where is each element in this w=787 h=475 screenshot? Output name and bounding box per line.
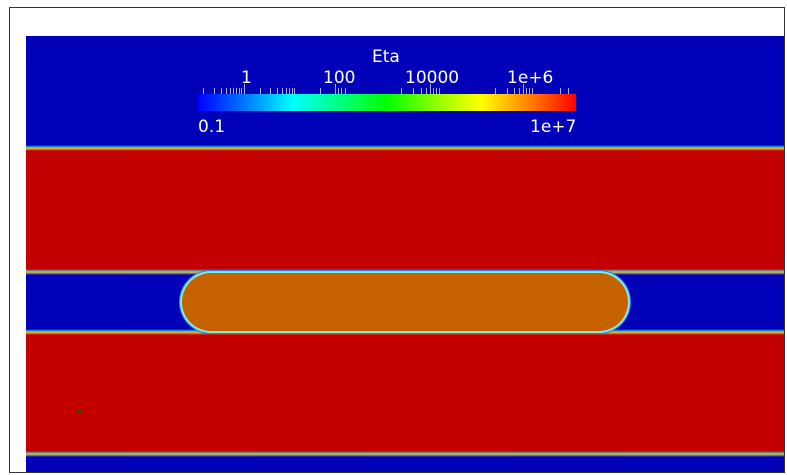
legend-tick-label: 100 [323,68,356,88]
major-tick [335,84,336,96]
minor-tick [560,88,561,95]
minor-tick [433,88,434,95]
minor-tick [214,88,215,95]
minor-tick [401,88,402,95]
layer-interface [26,451,784,457]
minor-tick [421,88,422,95]
minor-tick [289,88,290,95]
minor-tick [203,88,204,95]
minor-tick [495,88,496,95]
major-tick [244,84,245,96]
layer-interface [26,145,784,151]
minor-tick [345,88,346,95]
minor-tick [286,88,287,95]
minor-tick [236,88,237,95]
minor-tick [532,88,533,95]
legend-tick-label: 1 [241,68,252,88]
minor-tick [260,88,261,95]
minor-tick [426,88,427,95]
layer-interface [26,329,784,335]
minor-tick [270,88,271,95]
inclusion-body [182,273,628,331]
minor-tick [439,88,440,95]
high-viscosity-layer-lower [26,332,784,454]
legend-range-max: 1e+7 [530,117,577,137]
minor-tick [226,88,227,95]
minor-tick [230,88,231,95]
minor-tick [514,88,515,95]
major-tick [523,84,524,96]
marker-dot [78,410,81,413]
minor-tick [529,88,530,95]
minor-tick [320,88,321,95]
scalar-bar-legend: Eta 1 100 10000 1e+6 0.1 1e+7 [0,0,787,140]
legend-title: Eta [372,47,400,67]
legend-tick-label: 1e+6 [507,68,554,88]
layer-interface [26,269,784,275]
minor-tick [338,88,339,95]
minor-tick [507,88,508,95]
minor-tick [568,88,569,95]
minor-tick [526,88,527,95]
minor-tick [341,88,342,95]
minor-tick [292,88,293,95]
minor-tick [519,88,520,95]
colorbar [198,94,576,111]
minor-tick [239,88,240,95]
minor-tick [436,88,437,95]
high-viscosity-layer-upper [26,148,784,272]
legend-tick-label: 10000 [405,68,460,88]
minor-tick [241,88,242,95]
legend-range-min: 0.1 [198,117,226,137]
minor-tick [221,88,222,95]
minor-tick [233,88,234,95]
minor-tick [282,88,283,95]
minor-tick [413,88,414,95]
minor-tick [294,88,295,95]
minor-tick [277,88,278,95]
major-tick [430,84,431,96]
